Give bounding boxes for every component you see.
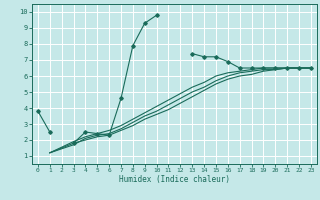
X-axis label: Humidex (Indice chaleur): Humidex (Indice chaleur) <box>119 175 230 184</box>
